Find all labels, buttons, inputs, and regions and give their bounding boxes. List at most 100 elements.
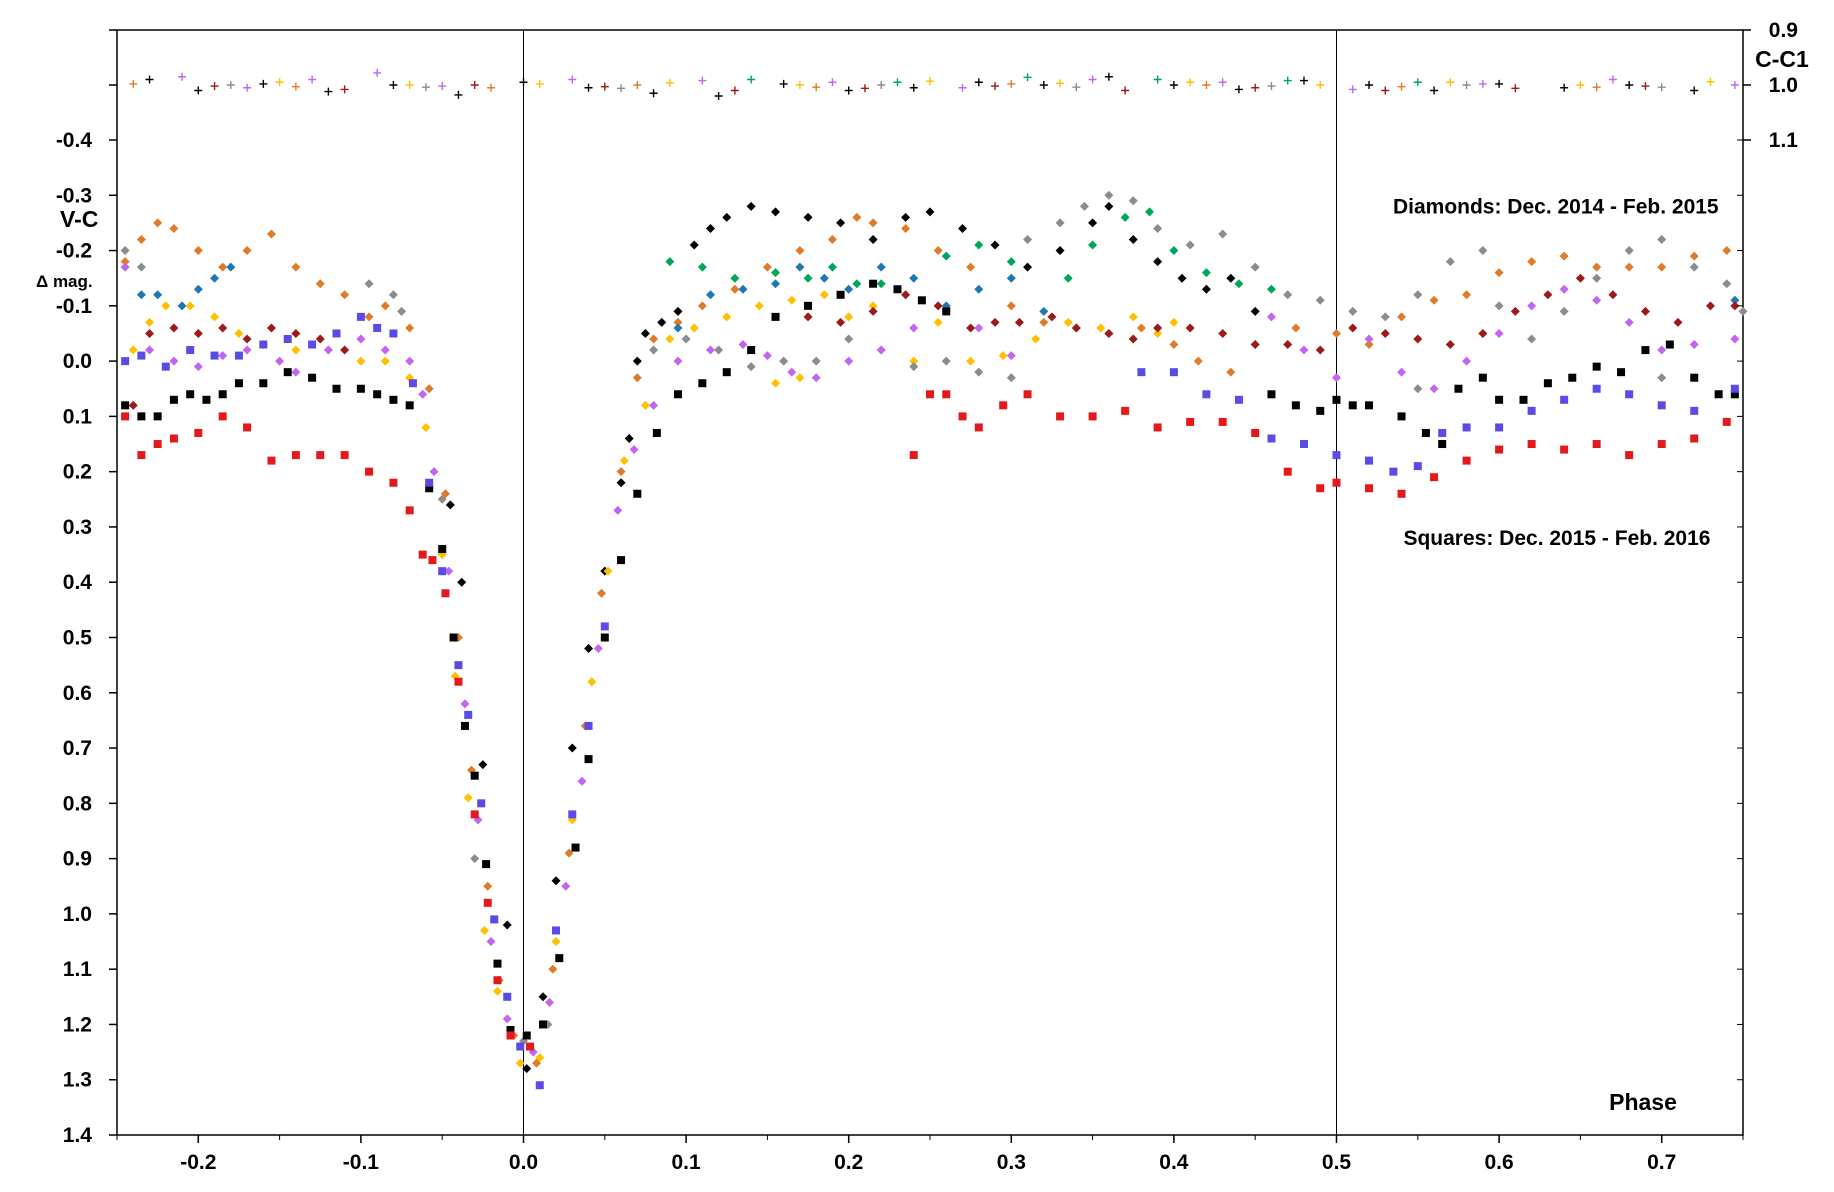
square-point xyxy=(1056,412,1065,421)
diamond-point xyxy=(136,235,146,244)
y-tick-label: 1.1 xyxy=(63,958,93,981)
square-point xyxy=(1592,384,1601,393)
y-tick-label: -0.1 xyxy=(56,295,93,318)
square-point xyxy=(1641,346,1650,355)
x-tick-label: -0.2 xyxy=(180,1151,216,1174)
square-point xyxy=(1690,434,1699,443)
square-point xyxy=(1397,412,1406,421)
diamond-point xyxy=(1413,384,1423,394)
diamond-point xyxy=(1592,262,1602,272)
c-c1-point xyxy=(1430,86,1439,95)
c-c1-point xyxy=(1413,78,1422,87)
square-point xyxy=(1722,417,1731,426)
square-point xyxy=(526,1042,535,1051)
square-point xyxy=(460,721,469,730)
diamond-point xyxy=(868,306,878,316)
diamond-point xyxy=(795,262,805,272)
diamond-point xyxy=(120,257,130,267)
c-c1-point xyxy=(698,76,707,85)
diamond-point xyxy=(632,373,642,383)
diamond-point xyxy=(266,323,276,333)
x-tick-label: 0.2 xyxy=(834,1151,863,1174)
square-point xyxy=(942,390,951,399)
diamond-point xyxy=(424,384,434,394)
diamond-point xyxy=(689,323,699,333)
c-c1-point xyxy=(1023,73,1032,82)
c-c1-point xyxy=(259,79,268,88)
square-point xyxy=(405,506,414,515)
diamond-point xyxy=(681,334,691,344)
square-point xyxy=(1389,467,1398,476)
square-point xyxy=(267,456,276,465)
c-c1-point xyxy=(1007,79,1016,88)
square-point xyxy=(308,340,317,349)
c-c1-point xyxy=(1153,75,1162,84)
square-point xyxy=(555,954,564,963)
square-point xyxy=(283,368,292,377)
diamond-point xyxy=(1291,323,1301,333)
c-c1-point xyxy=(1576,81,1585,89)
diamond-point xyxy=(242,345,252,355)
diamond-point xyxy=(1364,334,1374,344)
diamond-point xyxy=(722,312,732,322)
diamond-point xyxy=(909,323,919,333)
diamond-point xyxy=(1348,323,1358,333)
c-c1-point xyxy=(1234,85,1243,94)
diamond-point xyxy=(1445,340,1455,350)
diamond-point xyxy=(811,373,821,383)
square-point xyxy=(804,301,813,310)
diamond-point xyxy=(242,334,252,344)
square-point xyxy=(1234,395,1243,404)
diamond-point xyxy=(1299,345,1309,355)
diamond-point xyxy=(697,262,707,272)
square-point xyxy=(218,412,227,421)
diamond-point xyxy=(771,279,781,289)
square-point xyxy=(1121,406,1130,415)
c-c1-point xyxy=(486,83,495,92)
c-c1-point xyxy=(714,92,723,100)
diamond-point xyxy=(1226,273,1236,283)
diamond-point xyxy=(1575,273,1585,283)
square-point xyxy=(1316,406,1325,415)
square-point xyxy=(1730,384,1739,393)
diamond-point xyxy=(545,997,555,1007)
diamond-point xyxy=(1063,273,1073,283)
diamond-point xyxy=(437,494,447,504)
square-point xyxy=(958,412,967,421)
diamond-point xyxy=(1462,356,1472,366)
diamond-point xyxy=(460,699,470,709)
diamond-point xyxy=(185,301,195,311)
c-c1-point xyxy=(991,82,1000,91)
diamond-point xyxy=(538,992,548,1002)
diamond-point xyxy=(1031,334,1041,344)
square-point xyxy=(464,710,473,719)
c-c1-point xyxy=(1299,76,1308,85)
diamond-point xyxy=(1039,306,1049,316)
c-c1-point xyxy=(1381,86,1390,95)
diamond-point xyxy=(463,793,473,803)
diamond-point xyxy=(234,328,244,338)
square-point xyxy=(316,451,325,460)
diamond-point xyxy=(933,301,943,311)
diamond-point xyxy=(665,257,675,267)
diamond-point xyxy=(120,262,130,272)
square-point xyxy=(186,390,195,399)
diamond-point xyxy=(1657,262,1667,272)
diamond-point xyxy=(492,986,502,996)
diamond-point xyxy=(457,577,467,587)
c-c1-point xyxy=(893,78,902,87)
square-point xyxy=(1316,484,1325,493)
x-tick-label: 0.3 xyxy=(997,1151,1026,1174)
diamond-point xyxy=(909,356,919,366)
diamond-point xyxy=(933,246,943,256)
diamond-point xyxy=(844,356,854,366)
square-point xyxy=(441,589,450,598)
square-point xyxy=(568,810,577,819)
diamond-point xyxy=(1332,373,1341,383)
diamond-point xyxy=(1722,279,1732,289)
c-c1-point xyxy=(1690,86,1699,95)
diamond-point xyxy=(974,367,984,377)
diamond-point xyxy=(323,345,333,355)
diamond-point xyxy=(844,334,854,344)
y-tick-label: 1.4 xyxy=(63,1124,93,1147)
